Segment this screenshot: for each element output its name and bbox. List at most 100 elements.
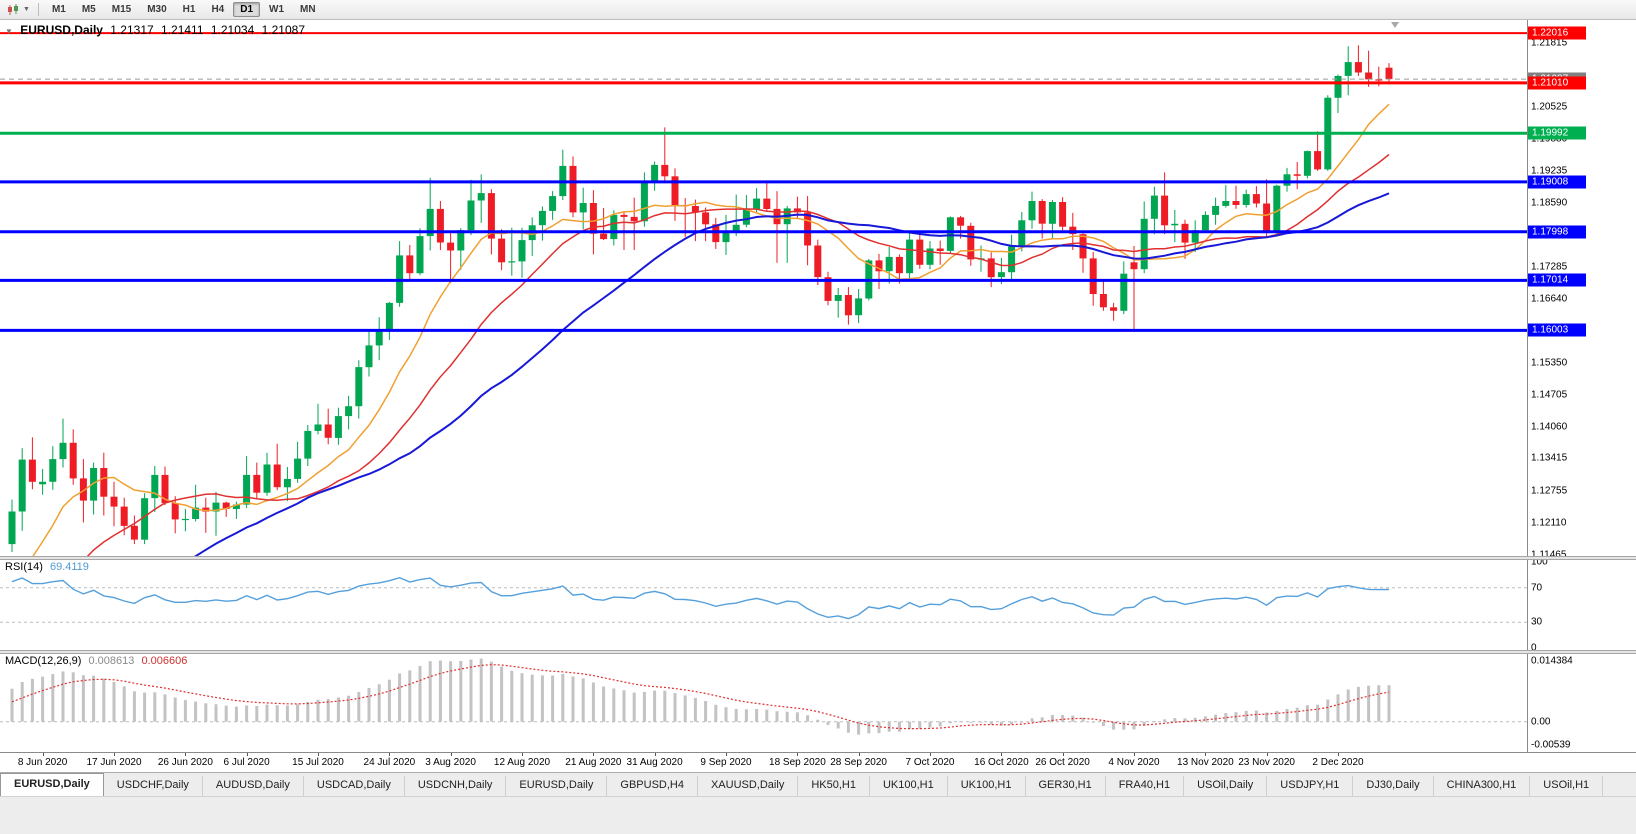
chart-tab-eurusd-daily[interactable]: EURUSD,Daily bbox=[0, 773, 104, 796]
chart-type-button[interactable]: ▼ bbox=[4, 3, 33, 16]
time-axis-label: 31 Aug 2020 bbox=[626, 757, 683, 768]
chart-tab-usdchf-daily[interactable]: USDCHF,Daily bbox=[104, 776, 203, 796]
time-axis-tick bbox=[1001, 753, 1003, 756]
macd-signal-line bbox=[11, 664, 1390, 730]
time-axis-label: 4 Nov 2020 bbox=[1108, 757, 1160, 768]
chart-tab-usdjpy-h1[interactable]: USDJPY,H1 bbox=[1267, 776, 1354, 796]
time-axis-tick bbox=[1338, 753, 1339, 756]
time-axis-tick bbox=[185, 753, 187, 756]
time-axis-label: 24 Jul 2020 bbox=[363, 757, 416, 768]
time-axis-label: 26 Jun 2020 bbox=[157, 757, 213, 768]
ohlc-high: 1.21411 bbox=[161, 23, 204, 37]
chart-tab-uk100-h1[interactable]: UK100,H1 bbox=[870, 776, 948, 796]
time-axis-tick bbox=[1266, 753, 1268, 756]
panel-splitter[interactable] bbox=[0, 556, 1636, 560]
chart-tab-dj30-daily[interactable]: DJ30,Daily bbox=[1353, 776, 1434, 796]
chart-tab-ger30-h1[interactable]: GER30,H1 bbox=[1026, 776, 1106, 796]
time-axis-label: 13 Nov 2020 bbox=[1177, 757, 1234, 768]
time-axis-tick bbox=[114, 753, 115, 756]
timeframe-button-mn[interactable]: MN bbox=[300, 4, 316, 15]
time-axis-tick bbox=[1205, 753, 1207, 756]
timeframe-button-h4[interactable]: H4 bbox=[211, 4, 225, 15]
time-axis-label: 12 Aug 2020 bbox=[493, 757, 551, 768]
time-axis-tick bbox=[318, 753, 319, 756]
chart-tab-audusd-daily[interactable]: AUDUSD,Daily bbox=[203, 776, 304, 796]
chart-tab-usdcnh-daily[interactable]: USDCNH,Daily bbox=[405, 776, 507, 796]
timeframe-toolbar: M1 M5 M15 M30 H1 H4 D1 W1 MN bbox=[44, 2, 324, 17]
timeframe-button-h1[interactable]: H1 bbox=[182, 4, 196, 15]
ohlc-open: 1.21317 bbox=[110, 23, 154, 37]
ma-mid-line bbox=[85, 153, 1390, 557]
rsi-name: RSI(14) bbox=[5, 561, 43, 573]
time-axis-label: 2 Dec 2020 bbox=[1312, 757, 1364, 768]
rsi-indicator-label: RSI(14) 69.4119 bbox=[5, 561, 93, 573]
time-axis-label: 9 Sep 2020 bbox=[700, 757, 752, 768]
timeframe-button-d1[interactable]: D1 bbox=[233, 2, 261, 17]
time-axis-tick bbox=[593, 753, 595, 756]
macd-signal-value: 0.006606 bbox=[141, 655, 188, 667]
time-axis-tick bbox=[858, 753, 860, 756]
chart-symbol-period: EURUSD,Daily bbox=[20, 23, 103, 37]
timeframe-button-m30[interactable]: M30 bbox=[147, 4, 167, 15]
ohlc-close: 1.21087 bbox=[261, 23, 305, 37]
time-axis-tick bbox=[726, 753, 727, 756]
time-axis[interactable]: 8 Jun 2020 17 Jun 2020 26 Jun 2020 6 Jul 20… bbox=[0, 752, 1636, 772]
time-axis-label: 3 Aug 2020 bbox=[425, 757, 476, 768]
chart-tab-bar: EURUSD,Daily USDCHF,Daily AUDUSD,Daily USDC… bbox=[0, 772, 1636, 796]
time-axis-label: 21 Aug 2020 bbox=[565, 757, 622, 768]
time-axis-label: 17 Jun 2020 bbox=[86, 757, 142, 768]
status-strip bbox=[0, 796, 1636, 834]
panel-splitter[interactable] bbox=[0, 650, 1636, 654]
chart-title: ▼ EURUSD,Daily 1.21317 1.21411 1.21034 1… bbox=[5, 23, 309, 37]
candles bbox=[8, 45, 1393, 552]
timeframe-button-w1[interactable]: W1 bbox=[269, 4, 285, 15]
macd-name: MACD(12,26,9) bbox=[5, 655, 82, 667]
time-axis-tick bbox=[797, 753, 799, 756]
timeframe-button-m1[interactable]: M1 bbox=[51, 4, 66, 15]
time-axis-label: 15 Jul 2020 bbox=[292, 757, 344, 768]
timeframe-button-m5[interactable]: M5 bbox=[81, 4, 96, 15]
time-axis-tick bbox=[389, 753, 391, 756]
chart-tab-hk50-h1[interactable]: HK50,H1 bbox=[798, 776, 870, 796]
chart-tab-usoil-h1[interactable]: USOil,H1 bbox=[1530, 776, 1604, 796]
candlestick-chart-icon bbox=[8, 3, 18, 15]
chart-tab-uk100-h1[interactable]: UK100,H1 bbox=[948, 776, 1026, 796]
toolbar-separator bbox=[37, 3, 39, 16]
chart-tab-usoil-daily[interactable]: USOil,Daily bbox=[1184, 776, 1268, 796]
time-axis-tick bbox=[522, 753, 523, 756]
time-axis-label: 28 Sep 2020 bbox=[830, 757, 887, 768]
macd-main-value: 0.008613 bbox=[88, 655, 135, 667]
time-axis-label: 18 Sep 2020 bbox=[769, 757, 826, 768]
ohlc-low: 1.21034 bbox=[210, 23, 255, 37]
toolbar: ▼ M1 M5 M15 M30 H1 H4 D1 W1 MN bbox=[0, 0, 1636, 20]
time-axis-tick bbox=[1134, 753, 1135, 756]
time-axis-tick bbox=[654, 753, 656, 756]
chart-tab-china300-h1[interactable]: CHINA300,H1 bbox=[1434, 776, 1531, 796]
time-axis-tick bbox=[930, 753, 931, 756]
chevron-down-icon: ▼ bbox=[23, 6, 30, 13]
time-axis-label: 6 Jul 2020 bbox=[223, 757, 270, 768]
chart-shift-marker-icon bbox=[1391, 22, 1399, 28]
chart-tab-fra40-h1[interactable]: FRA40,H1 bbox=[1106, 776, 1185, 796]
chart-menu-arrow-icon[interactable]: ▼ bbox=[5, 27, 13, 36]
macd-indicator-label: MACD(12,26,9) 0.008613 0.006606 bbox=[5, 655, 191, 667]
chart-tab-xauusd-daily[interactable]: XAUUSD,Daily bbox=[698, 776, 799, 796]
time-axis-label: 7 Oct 2020 bbox=[905, 757, 955, 768]
ma-fast-line bbox=[31, 103, 1390, 557]
rsi-value: 69.4119 bbox=[49, 561, 89, 573]
time-axis-label: 8 Jun 2020 bbox=[17, 757, 68, 768]
time-axis-label: 23 Nov 2020 bbox=[1238, 757, 1295, 768]
time-axis-label: 16 Oct 2020 bbox=[974, 757, 1029, 768]
chart-tab-gbpusd-h4[interactable]: GBPUSD,H4 bbox=[607, 776, 698, 796]
time-axis-tick bbox=[450, 753, 452, 756]
chart-tab-usdcad-daily[interactable]: USDCAD,Daily bbox=[304, 776, 405, 796]
ma-slow-line bbox=[192, 192, 1390, 557]
time-axis-tick bbox=[42, 753, 44, 756]
time-axis-label: 26 Oct 2020 bbox=[1035, 757, 1090, 768]
timeframe-button-m15[interactable]: M15 bbox=[111, 4, 132, 15]
macd-histogram bbox=[10, 658, 1391, 735]
time-axis-tick bbox=[246, 753, 248, 756]
chart-tab-eurusd-daily[interactable]: EURUSD,Daily bbox=[506, 776, 608, 796]
